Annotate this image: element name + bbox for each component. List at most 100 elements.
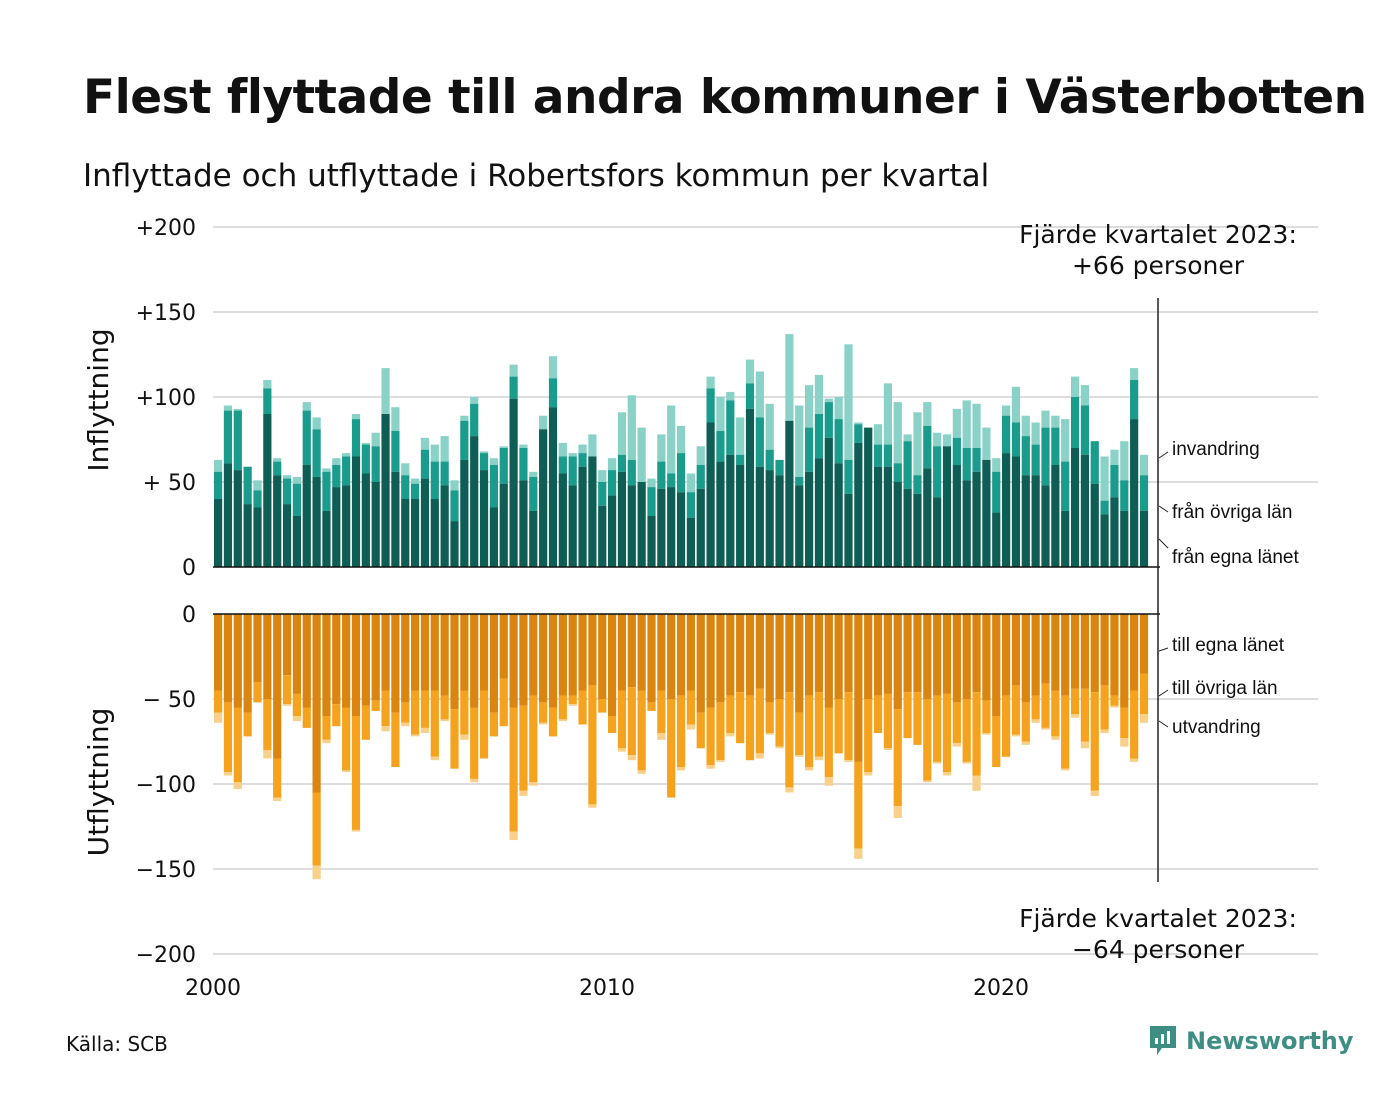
bar-till-egna-lanet <box>834 614 843 699</box>
bar-till-ovriga-lan <box>696 712 705 749</box>
bar-fran-ovriga-lan <box>548 378 558 408</box>
bar-invandring <box>253 480 262 491</box>
bar-fran-egna-lanet <box>873 466 883 567</box>
bar-invandring <box>1130 368 1139 380</box>
bar-fran-egna-lanet <box>933 497 942 567</box>
y-tick-label-in: 0 <box>182 556 196 581</box>
bar-invandring <box>696 446 705 465</box>
bar-invandring <box>785 334 794 421</box>
brand-logo[interactable]: Newsworthy <box>1148 1024 1354 1058</box>
bar-till-ovriga-lan <box>1080 688 1089 742</box>
bar-fran-egna-lanet <box>509 398 518 567</box>
bar-utvandring <box>972 775 981 791</box>
series-label-invandring: invandring <box>1158 439 1260 460</box>
bar-till-egna-lanet <box>322 614 331 716</box>
bar-till-ovriga-lan <box>903 692 912 739</box>
y-tick-label-in: +150 <box>136 301 196 326</box>
bar-invandring <box>1100 456 1109 501</box>
bar-fran-ovriga-lan <box>243 466 252 505</box>
bar-invandring <box>765 403 774 450</box>
bar-invandring <box>627 395 636 460</box>
bar-utvandring <box>420 727 430 733</box>
bar-till-ovriga-lan <box>499 678 508 727</box>
bar-invandring <box>972 403 981 448</box>
bar-till-egna-lanet <box>775 614 784 699</box>
bar-invandring <box>479 451 489 454</box>
bar-till-ovriga-lan <box>814 692 824 757</box>
series-label-fran-ovriga-lan: från övriga län <box>1158 502 1292 523</box>
bar-fran-ovriga-lan <box>292 483 301 516</box>
bar-fran-egna-lanet <box>499 483 508 567</box>
bar-till-ovriga-lan <box>893 709 902 807</box>
bar-fran-ovriga-lan <box>726 400 735 455</box>
bar-till-egna-lanet <box>785 614 794 693</box>
bar-fran-ovriga-lan <box>893 463 902 482</box>
bar-till-egna-lanet <box>332 614 341 705</box>
bar-invandring <box>1011 386 1021 423</box>
bar-utvandring <box>568 704 577 706</box>
bar-fran-egna-lanet <box>450 521 459 567</box>
bar-till-ovriga-lan <box>608 716 617 733</box>
bar-till-egna-lanet <box>805 614 814 696</box>
bar-till-ovriga-lan <box>647 702 656 711</box>
bar-fran-ovriga-lan <box>351 419 361 457</box>
bar-till-ovriga-lan <box>558 695 567 720</box>
bar-invandring <box>1041 410 1050 428</box>
bar-utvandring <box>440 719 449 722</box>
bar-till-egna-lanet <box>736 614 745 693</box>
annotation-bottom-line2: −64 personer <box>1072 935 1245 964</box>
bar-fran-egna-lanet <box>864 427 873 567</box>
bar-invandring <box>391 407 400 431</box>
bar-till-egna-lanet <box>992 614 1001 716</box>
bar-invandring <box>686 473 695 493</box>
bar-till-egna-lanet <box>1110 614 1119 696</box>
bar-fran-ovriga-lan <box>371 446 380 482</box>
bar-fran-ovriga-lan <box>873 444 883 467</box>
bar-till-ovriga-lan <box>342 707 351 771</box>
bar-utvandring <box>1061 768 1070 771</box>
bar-till-ovriga-lan <box>1070 688 1080 715</box>
bar-utvandring <box>1090 790 1099 796</box>
bar-till-egna-lanet <box>676 614 686 696</box>
bar-till-ovriga-lan <box>1120 707 1129 739</box>
bar-till-ovriga-lan <box>785 692 794 788</box>
bar-fran-ovriga-lan <box>1021 436 1030 476</box>
bar-till-ovriga-lan <box>942 693 952 773</box>
bar-fran-ovriga-lan <box>361 444 370 474</box>
bar-till-ovriga-lan <box>844 692 853 761</box>
bar-till-ovriga-lan <box>1011 685 1021 735</box>
bar-till-ovriga-lan <box>450 709 459 769</box>
bar-fran-ovriga-lan <box>854 424 863 443</box>
bar-till-egna-lanet <box>411 614 420 691</box>
bar-fran-egna-lanet <box>854 442 863 567</box>
bar-till-egna-lanet <box>568 614 577 696</box>
bar-invandring <box>332 458 341 465</box>
bar-invandring <box>539 415 548 430</box>
bar-till-egna-lanet <box>420 614 430 691</box>
bar-till-ovriga-lan <box>588 685 597 805</box>
bar-till-ovriga-lan <box>755 688 764 754</box>
y-tick-label-out: −100 <box>136 773 196 798</box>
bar-fran-ovriga-lan <box>814 414 824 459</box>
bar-till-ovriga-lan <box>627 687 636 756</box>
bar-fran-egna-lanet <box>539 429 548 567</box>
bar-till-ovriga-lan <box>1021 702 1030 742</box>
x-tick-label: 2010 <box>579 976 635 1001</box>
bar-till-ovriga-lan <box>1110 695 1119 706</box>
bar-invandring <box>617 412 627 455</box>
bar-utvandring <box>588 804 597 808</box>
bar-invandring <box>588 434 597 457</box>
bar-till-egna-lanet <box>765 614 774 703</box>
bar-invandring <box>233 408 242 411</box>
bar-invandring <box>1051 415 1060 428</box>
bar-till-ovriga-lan <box>292 693 301 716</box>
bar-till-ovriga-lan <box>854 761 863 849</box>
bar-utvandring <box>716 760 725 762</box>
bar-invandring <box>322 468 331 472</box>
bar-fran-egna-lanet <box>726 454 735 567</box>
bar-invandring <box>913 412 922 476</box>
bar-fran-egna-lanet <box>736 465 745 567</box>
bar-fran-ovriga-lan <box>223 410 233 464</box>
bar-till-ovriga-lan <box>657 690 666 733</box>
bar-till-ovriga-lan <box>805 695 814 767</box>
